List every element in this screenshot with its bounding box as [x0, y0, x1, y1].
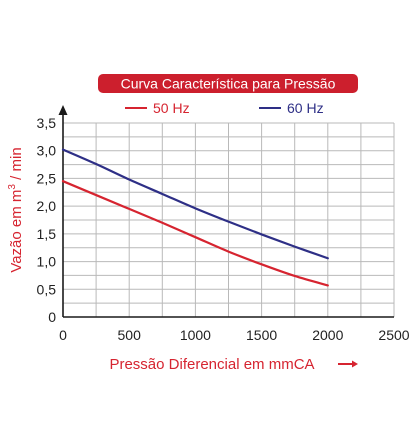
- y-tick-label: 2,0: [37, 198, 57, 214]
- y-tick-label: 1,0: [37, 254, 57, 270]
- y-axis-title-superscript: 3: [7, 184, 18, 190]
- grid: [62, 122, 395, 318]
- axes: [58, 105, 394, 318]
- y-tick-label: 1,5: [37, 226, 57, 242]
- y-tick-label: 2,5: [37, 170, 57, 186]
- x-tick-label: 2000: [312, 327, 343, 343]
- y-tick-label: 0,5: [37, 281, 57, 297]
- chart-title: Curva Característica para Pressão: [121, 76, 336, 92]
- title-badge: Curva Característica para Pressão: [98, 74, 358, 93]
- y-axis-title-part-2: / min: [8, 147, 25, 184]
- y-tick-label: 3,0: [37, 143, 57, 159]
- y-axis-arrow-icon: [58, 105, 68, 115]
- y-axis-title: Vazão em m3 / min: [7, 147, 25, 272]
- x-tick-label: 1000: [180, 327, 211, 343]
- series-line-b: [61, 148, 329, 260]
- y-tick-label: 0: [48, 309, 56, 325]
- title-badge-background: [98, 74, 358, 93]
- x-tick-label: 1500: [246, 327, 277, 343]
- legend: 50 Hz 60 Hz: [125, 100, 324, 116]
- x-axis-title-group: Pressão Diferencial em mmCA: [109, 356, 358, 373]
- legend-label: 60 Hz: [287, 100, 324, 116]
- series-line-a: [61, 180, 329, 287]
- x-axis-title: Pressão Diferencial em mmCA: [109, 356, 314, 373]
- y-axis-title-part-1: Vazão em m: [8, 190, 25, 273]
- x-tick-label: 2500: [378, 327, 409, 343]
- x-tick-label: 500: [118, 327, 142, 343]
- y-tick-label: 3,5: [37, 115, 57, 131]
- y-tick-labels: 0 0,5 1,0 1,5 2,0 2,5 3,0 3,5: [37, 115, 57, 325]
- x-tick-labels: 0 500 1000 1500 2000 2500: [59, 327, 410, 343]
- legend-label: 50 Hz: [153, 100, 190, 116]
- series-lines: [61, 148, 329, 287]
- arrow-right-icon: [338, 360, 358, 368]
- x-tick-label: 0: [59, 327, 67, 343]
